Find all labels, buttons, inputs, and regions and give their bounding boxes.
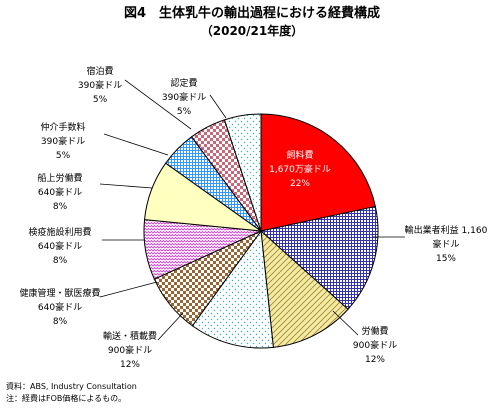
- slice-label: 輸出業者利益 1,160 豪ドル 15%: [405, 224, 488, 264]
- slice-label: 輸送・積載費 900豪ドル 12%: [103, 330, 157, 370]
- slice-label: 飼料費 1,670万豪ドル 22%: [269, 149, 331, 189]
- leader-line: [209, 94, 227, 119]
- slice-label: 宿泊費 390豪ドル 5%: [78, 65, 122, 105]
- pie-slice: [260, 229, 349, 348]
- source-note: 資料：ABS, Industry Consultation: [6, 382, 137, 391]
- chart-title: 図4 生体乳牛の輸出過程における経費構成: [123, 6, 381, 21]
- pie-slice: [259, 205, 379, 310]
- slice-label: 仲介手数料 390豪ドル 5%: [40, 121, 85, 161]
- slice-label: 船上労働費 640豪ドル 8%: [37, 172, 82, 212]
- leader-line: [157, 312, 184, 341]
- chart-subtitle: （2020/21年度）: [200, 24, 304, 38]
- slice-label: 健康管理・獣医療費 640豪ドル 8%: [19, 287, 100, 327]
- leader-line: [103, 133, 169, 156]
- leader-line: [332, 310, 359, 336]
- pie-slice: [191, 229, 274, 349]
- pie-slice: [223, 113, 262, 232]
- slice-label: 認定費 390豪ドル 5%: [162, 77, 206, 117]
- slice-label: 検疫施設利用費 640豪ドル 8%: [28, 226, 91, 266]
- leader-line: [124, 79, 192, 130]
- slice-label: 労働費 900豪ドル 12%: [353, 325, 397, 365]
- pie-slice: [260, 113, 376, 232]
- leader-line: [99, 281, 158, 298]
- leader-line: [99, 183, 153, 189]
- footnote: 注：経費はFOB価格によるもの。: [6, 394, 127, 403]
